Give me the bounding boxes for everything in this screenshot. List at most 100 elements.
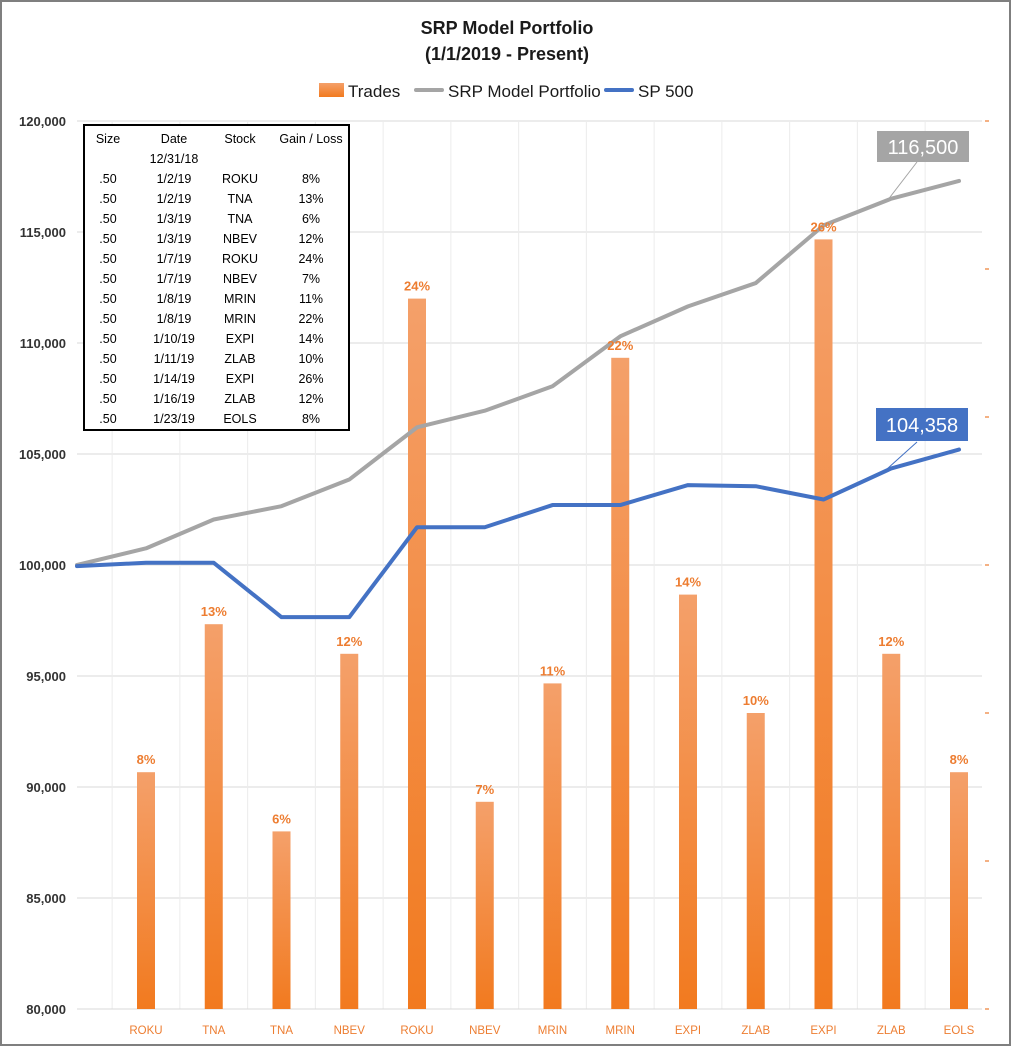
table-cell-stock: MRIN	[224, 292, 256, 306]
table-header-stock: Stock	[224, 132, 256, 146]
table-cell-stock: NBEV	[223, 232, 258, 246]
bar-series-trades	[137, 239, 968, 1010]
table-cell-size: .50	[99, 232, 116, 246]
callout-sp500-leader	[886, 441, 918, 470]
table-cell-stock: ZLAB	[224, 352, 255, 366]
y-axis-ticks: 120,000 115,000 110,000 105,000 100,000 95,00…	[19, 114, 66, 1017]
y-tick-label: 80,000	[26, 1002, 66, 1017]
bar	[475, 801, 494, 1009]
table-cell-size: .50	[99, 392, 116, 406]
bar-data-label: 24%	[404, 279, 430, 294]
table-cell-stock: EOLS	[223, 412, 256, 426]
table-cell-size: .50	[99, 292, 116, 306]
table-cell-gain-loss: 6%	[302, 212, 320, 226]
x-tick-label: ZLAB	[877, 1025, 906, 1037]
table-cell-date: 1/11/19	[154, 352, 195, 366]
bar	[950, 772, 968, 1009]
table-cell-gain-loss: 12%	[298, 232, 323, 246]
table-cell-gain-loss: 13%	[298, 192, 323, 206]
line-series	[75, 178, 961, 620]
x-tick-label: EXPI	[810, 1025, 836, 1037]
table-cell-date: 1/2/19	[157, 172, 192, 186]
secondary-axis-ticks	[985, 120, 989, 1010]
table-cell-gain-loss: 10%	[298, 352, 323, 366]
table-cell-gain-loss: 8%	[302, 172, 320, 186]
x-tick-label: ZLAB	[741, 1025, 770, 1037]
table-cell-size: .50	[99, 372, 116, 386]
bar-data-label: 6%	[272, 811, 291, 826]
x-tick-label: ROKU	[400, 1025, 433, 1037]
legend-label-portfolio: SRP Model Portfolio	[448, 82, 601, 101]
table-cell-stock: MRIN	[224, 312, 256, 326]
table-cell-size: .50	[99, 212, 116, 226]
y-tick-label: 95,000	[26, 669, 66, 684]
bar	[204, 624, 223, 1009]
y-tick-label: 85,000	[26, 891, 66, 906]
bar	[137, 772, 155, 1009]
table-cell-gain-loss: 24%	[298, 252, 323, 266]
trade-table-border	[83, 124, 350, 431]
line-portfolio	[75, 178, 961, 567]
bar	[340, 653, 359, 1009]
table-cell-stock: TNA	[228, 212, 254, 226]
bar-data-label: 13%	[201, 604, 227, 619]
table-cell-gain-loss: 8%	[302, 412, 320, 426]
table-cell-size: .50	[99, 352, 116, 366]
x-tick-label: EOLS	[944, 1025, 975, 1037]
x-tick-label: TNA	[270, 1025, 293, 1037]
table-cell-date: 1/8/19	[157, 292, 192, 306]
callout-portfolio-leader	[886, 161, 918, 202]
bar-data-label: 12%	[878, 634, 904, 649]
bar-data-label: 10%	[743, 693, 769, 708]
table-cell-date: 1/3/19	[157, 232, 192, 246]
bar-data-label: 22%	[607, 338, 633, 353]
table-cell-date: 1/8/19	[157, 312, 192, 326]
chart-subtitle: (1/1/2019 - Present)	[425, 44, 589, 64]
x-tick-label: ROKU	[129, 1025, 162, 1037]
bar-data-label: 14%	[675, 575, 701, 590]
table-cell-date: 1/14/19	[153, 372, 195, 386]
callout-sp500-box	[876, 408, 968, 441]
table-cell-gain-loss: 26%	[298, 372, 323, 386]
bar	[543, 683, 562, 1009]
legend-swatch-trades	[319, 83, 344, 97]
bar-data-label: 12%	[336, 634, 362, 649]
callout-portfolio: 116,500	[877, 131, 969, 202]
callout-sp500: 104,358	[876, 408, 968, 470]
x-tick-label: TNA	[202, 1025, 225, 1037]
bar-data-label: 11%	[540, 663, 566, 678]
bar	[814, 239, 833, 1009]
chart-title: SRP Model Portfolio	[421, 18, 594, 38]
line-sp500	[75, 447, 961, 620]
legend-label-sp500: SP 500	[638, 82, 693, 101]
table-cell-size: .50	[99, 192, 116, 206]
x-tick-label: NBEV	[469, 1025, 501, 1037]
legend: Trades SRP Model Portfolio SP 500	[319, 82, 693, 101]
bar	[679, 594, 697, 1009]
table-start-date: 12/31/18	[150, 152, 199, 166]
table-cell-gain-loss: 7%	[302, 272, 320, 286]
table-cell-size: .50	[99, 172, 116, 186]
table-cell-date: 1/7/19	[157, 252, 192, 266]
table-header-date: Date	[161, 132, 187, 146]
x-tick-label: MRIN	[606, 1025, 635, 1037]
table-cell-stock: ROKU	[222, 172, 258, 186]
table-cell-stock: ROKU	[222, 252, 258, 266]
y-tick-label: 90,000	[26, 780, 66, 795]
trade-table: Size Date Stock Gain / Loss 12/31/18 .50…	[83, 124, 350, 431]
table-cell-stock: ZLAB	[224, 392, 255, 406]
bar-data-label: 8%	[137, 752, 156, 767]
table-cell-size: .50	[99, 412, 116, 426]
bar-data-label: 8%	[950, 752, 969, 767]
x-tick-label: EXPI	[675, 1025, 701, 1037]
trade-table-rows: .50 1/2/19 ROKU 8% .50 1/2/19 TNA 13% .50 1/3/19 T…	[99, 172, 323, 426]
x-tick-label: MRIN	[538, 1025, 567, 1037]
table-cell-gain-loss: 11%	[299, 292, 323, 306]
y-tick-label: 120,000	[19, 114, 66, 129]
legend-label-trades: Trades	[348, 82, 400, 101]
bar	[882, 653, 901, 1009]
x-axis-ticks: ROKU TNA TNA NBEV ROKU NBEV MRIN MRIN EXPI ZLAB EX…	[129, 1025, 974, 1037]
table-header-size: Size	[96, 132, 120, 146]
